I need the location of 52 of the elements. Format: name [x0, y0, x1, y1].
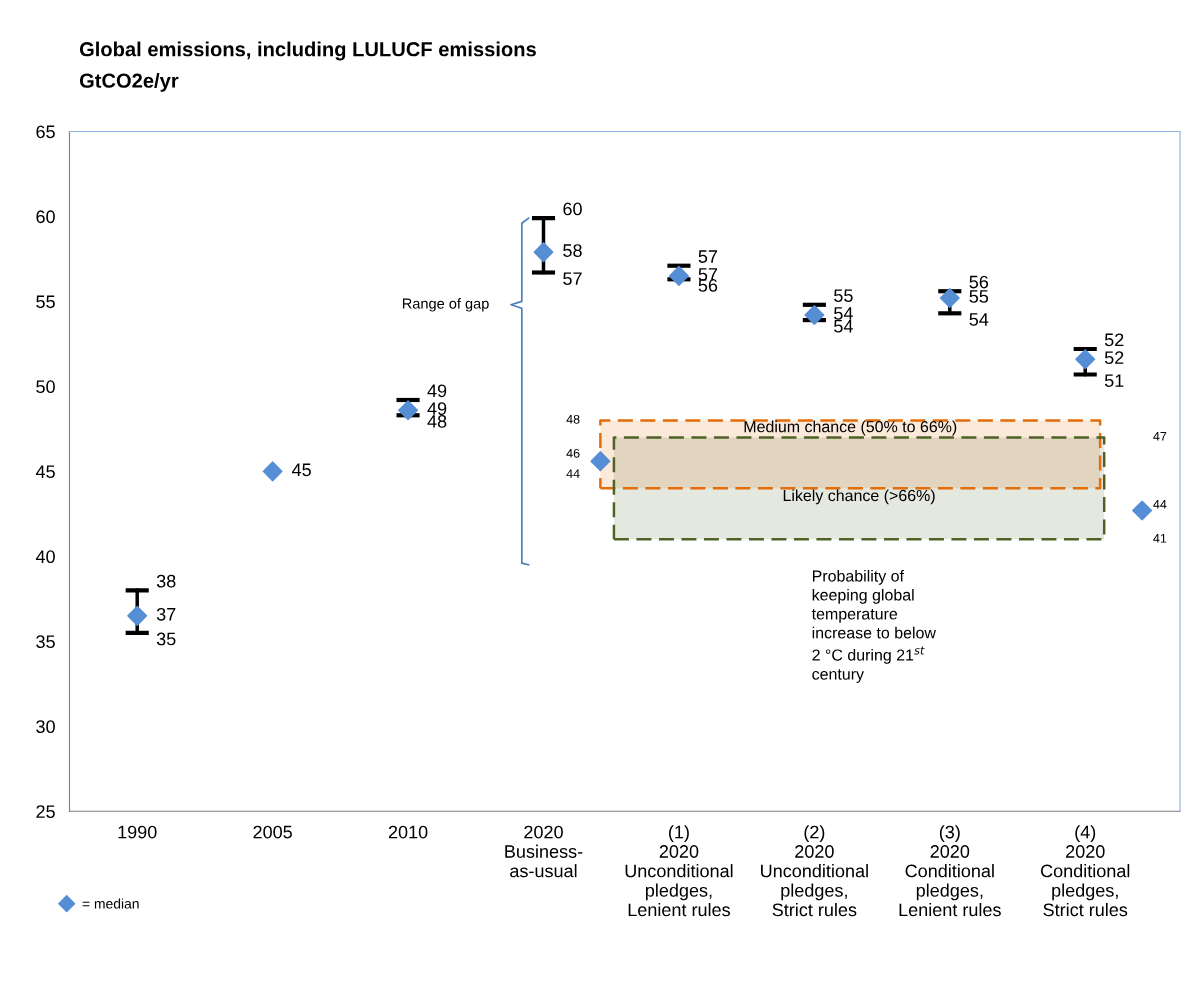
- annotation: 49: [427, 384, 447, 398]
- x-tick-label: 2020 Business- as-usual: [505, 825, 583, 878]
- annotation: 46: [566, 448, 580, 458]
- y-tick-label: 55: [36, 295, 55, 309]
- annotation: 57: [698, 250, 718, 263]
- text: Probability of keeping global temperature increase to below 2 °C during 21$^{st}$ century: [811, 569, 936, 683]
- annotation: 56: [969, 275, 989, 289]
- annotation: 54: [969, 313, 989, 326]
- band-label: Likely chance (>66%): [783, 489, 935, 505]
- x-tick-label: 2005: [253, 825, 292, 839]
- x-tick-label: 2010: [388, 825, 428, 839]
- y-tick-label: 25: [36, 805, 55, 819]
- annotation: 44: [1153, 499, 1167, 509]
- annotation: 49: [427, 402, 447, 416]
- annotation: 45: [292, 463, 311, 477]
- chart-title: Global emissions, including LULUCF emissions: [79, 41, 536, 61]
- annotation: 52: [1104, 333, 1124, 347]
- annotation: 47: [1153, 432, 1167, 441]
- x-tick-label: 1990: [118, 825, 157, 839]
- annotation: 55: [834, 289, 853, 303]
- y-tick-label: 30: [36, 720, 55, 734]
- annotation: 44: [566, 469, 580, 478]
- annotation: 55: [969, 290, 989, 303]
- annotation: 48: [566, 414, 580, 424]
- legend-label: = median: [82, 898, 139, 909]
- y-tick-label: 65: [36, 125, 55, 139]
- annotation: 35: [156, 632, 176, 646]
- x-tick-label: (4) 2020 Conditional pledges, Strict rules: [1040, 825, 1130, 917]
- y-tick-label: 50: [36, 380, 55, 394]
- annotation: 54: [834, 320, 853, 333]
- annotation: 38: [156, 574, 176, 588]
- annotation: 56: [698, 279, 718, 292]
- annotation: 57: [698, 268, 718, 281]
- annotation: 54: [834, 307, 853, 320]
- x-tick-label: (2) 2020 Unconditional pledges, Strict rules: [761, 825, 868, 917]
- annotation: 60: [563, 202, 582, 216]
- chart-subtitle: GtCO2e/yr: [79, 73, 179, 92]
- x-tick-label: (3) 2020 Conditional pledges, Lenient rules: [899, 825, 1001, 917]
- annotation: 48: [427, 414, 447, 428]
- annotation: 41: [1153, 533, 1167, 543]
- band-label: Medium chance (50% to 66%): [744, 420, 957, 436]
- y-tick-label: 40: [35, 550, 55, 564]
- y-tick-label: 60: [36, 210, 55, 224]
- annotation: 51: [1104, 374, 1124, 387]
- y-tick-label: 45: [35, 465, 55, 479]
- annotation: Range of gap: [402, 298, 489, 312]
- annotation: 52: [1104, 351, 1124, 365]
- annotation: 37: [156, 607, 176, 621]
- y-tick-label: 35: [36, 635, 55, 649]
- x-tick-label: (1) 2020 Unconditional pledges, Lenient rules: [625, 825, 733, 917]
- annotation: 57: [563, 272, 582, 286]
- annotation: 58: [563, 244, 582, 257]
